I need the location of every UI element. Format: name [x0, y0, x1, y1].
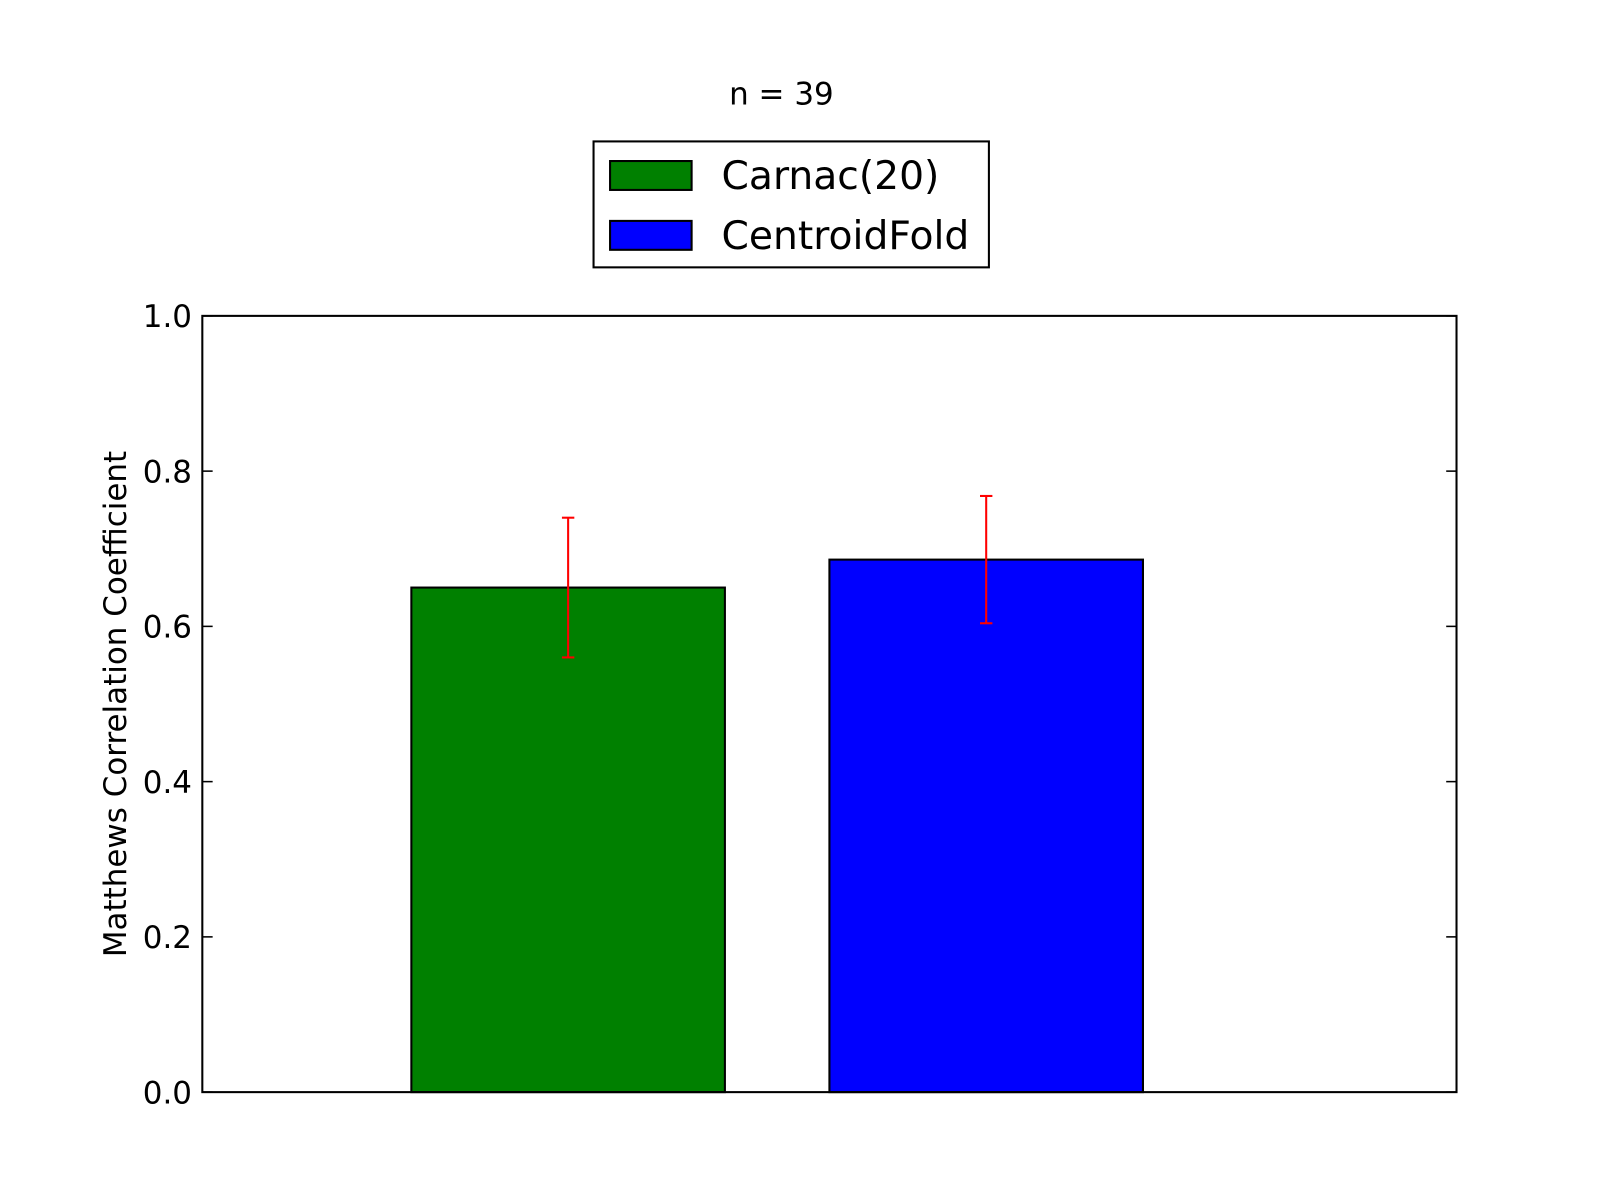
error-bar [980, 494, 993, 625]
y-tick-label: 0.2 [143, 920, 192, 956]
legend-swatch [609, 219, 693, 251]
bar [828, 558, 1144, 1094]
y-tick-label: 1.0 [143, 299, 192, 335]
y-axis-label: Matthews Correlation Coefficient [98, 451, 134, 957]
y-tick-label: 0.0 [143, 1075, 192, 1111]
legend-swatch [609, 160, 693, 191]
legend-label: CentroidFold [722, 214, 970, 259]
chart-title: n = 39 [729, 76, 834, 112]
y-tick-label: 0.4 [143, 765, 192, 801]
y-tick-label: 0.8 [143, 454, 192, 490]
plot-frame [201, 314, 1458, 1094]
bar [410, 586, 726, 1094]
legend-label: Carnac(20) [722, 154, 940, 199]
y-tick-label: 0.6 [143, 610, 192, 646]
error-bar [561, 516, 575, 659]
